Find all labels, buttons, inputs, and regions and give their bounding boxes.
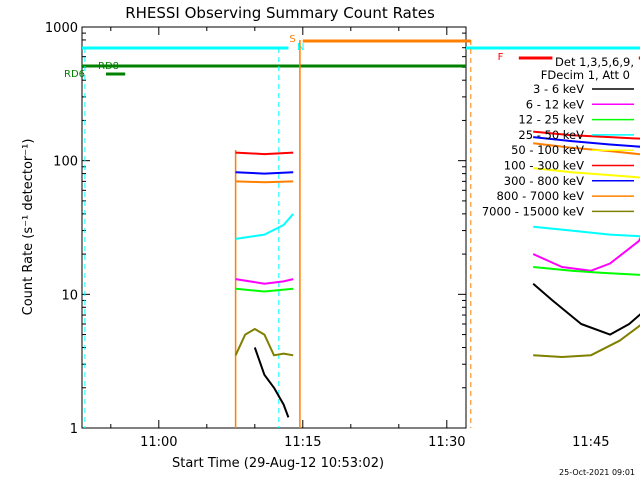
flag-label-rd8: RD8	[98, 61, 119, 72]
series-line-4-0	[533, 167, 640, 179]
legend-label-6: 300 - 800 keV	[504, 174, 584, 188]
timestamp: 25-Oct-2021 09:01	[559, 468, 635, 477]
series-line-7-1	[533, 142, 640, 156]
y-tick-label: 1000	[45, 21, 78, 36]
legend-label-8: 7000 - 15000 keV	[482, 204, 584, 218]
legend-label-0: 3 - 6 keV	[533, 82, 584, 96]
legend-label-2: 12 - 25 keV	[518, 113, 584, 127]
series-line-1-1	[532, 236, 640, 272]
x-axis-label: Start Time (29-Aug-12 10:53:02)	[172, 456, 384, 471]
series-line-0-0	[253, 347, 290, 418]
series-line-5-0	[235, 151, 294, 156]
series-line-0-1	[532, 282, 640, 336]
series-line-2-0	[235, 287, 294, 293]
plot-area: 110100100011:0011:1511:3011:4512:0012:15…	[45, 21, 640, 450]
legend-label-3: 25 - 50 keV	[518, 128, 584, 142]
y-axis-label: Count Rate (s⁻¹ detector⁻¹)	[21, 139, 36, 316]
series-line-6-0	[235, 171, 294, 175]
flag-label-n: N	[297, 42, 304, 53]
x-tick-label: 11:00	[140, 435, 177, 450]
series-line-2-1	[533, 266, 640, 276]
series-line-7-0	[235, 180, 294, 184]
flag-label-s: S	[289, 34, 295, 45]
plot-frame	[81, 26, 467, 429]
series-line-8-0	[234, 328, 294, 357]
series-line-3-1	[533, 225, 640, 238]
x-tick-label: 11:15	[284, 435, 321, 450]
legend-header-2: FDecim 1, Att 0	[541, 68, 630, 82]
series-line-6-1	[533, 136, 640, 148]
x-tick-label: 11:45	[572, 435, 609, 450]
series-line-5-1	[533, 130, 640, 140]
x-tick-label: 11:30	[428, 435, 465, 450]
series-line-8-1	[533, 324, 640, 358]
legend-label-1: 6 - 12 keV	[526, 97, 584, 111]
legend-label-7: 800 - 7000 keV	[496, 189, 584, 203]
series-line-1-0	[235, 278, 294, 285]
legend-header-1: Det 1,3,5,6,9,	[555, 55, 634, 69]
y-tick-label: 100	[53, 155, 78, 170]
flag-label-f: F	[498, 52, 504, 63]
flag-label-rd6: RD6	[64, 69, 85, 80]
legend-label-5: 100 - 300 keV	[504, 159, 584, 173]
chart-title: RHESSI Observing Summary Count Rates	[125, 4, 435, 22]
y-tick-label: 1	[70, 422, 78, 437]
legend-label-4: 50 - 100 keV	[511, 143, 584, 157]
y-tick-label: 10	[61, 288, 78, 303]
series-line-3-0	[235, 213, 294, 240]
